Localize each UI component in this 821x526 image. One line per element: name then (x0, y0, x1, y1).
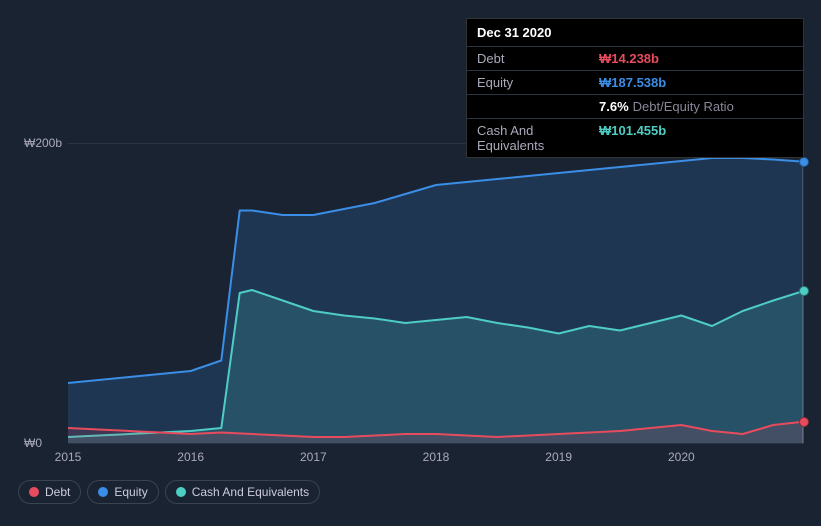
chart-legend: Debt Equity Cash And Equivalents (18, 480, 320, 504)
tooltip-value: 7.6% (599, 99, 629, 114)
x-axis-tick-label: 2020 (668, 450, 695, 464)
series-marker (799, 417, 809, 427)
x-axis-tick-label: 2017 (300, 450, 327, 464)
x-axis-tick-label: 2016 (177, 450, 204, 464)
gridline (68, 443, 804, 444)
tooltip-value: ₩101.455b (599, 123, 666, 153)
tooltip-suffix: Debt/Equity Ratio (633, 99, 734, 114)
tooltip-label (477, 99, 599, 114)
legend-swatch (176, 487, 186, 497)
legend-label: Debt (45, 485, 70, 499)
legend-label: Cash And Equivalents (192, 485, 309, 499)
x-axis-tick-label: 2019 (545, 450, 572, 464)
legend-item[interactable]: Equity (87, 480, 158, 504)
plot-area[interactable] (68, 143, 804, 443)
tooltip-value: ₩187.538b (599, 75, 666, 90)
chart-tooltip: Dec 31 2020 Debt₩14.238bEquity₩187.538b7… (466, 18, 804, 158)
series-marker (799, 157, 809, 167)
legend-label: Equity (114, 485, 147, 499)
tooltip-row: Cash And Equivalents₩101.455b (467, 118, 803, 157)
legend-swatch (98, 487, 108, 497)
x-axis-tick-label: 2018 (423, 450, 450, 464)
tooltip-value: ₩14.238b (599, 51, 659, 66)
tooltip-label: Equity (477, 75, 599, 90)
y-axis-tick-label: ₩0 (24, 436, 42, 450)
financial-chart: Dec 31 2020 Debt₩14.238bEquity₩187.538b7… (18, 18, 804, 508)
x-axis: 201520162017201820192020 (68, 450, 804, 470)
tooltip-label: Cash And Equivalents (477, 123, 599, 153)
legend-item[interactable]: Cash And Equivalents (165, 480, 320, 504)
tooltip-row: Equity₩187.538b (467, 70, 803, 94)
tooltip-row: 7.6% Debt/Equity Ratio (467, 94, 803, 118)
y-axis-tick-label: ₩200b (24, 136, 62, 150)
tooltip-date: Dec 31 2020 (467, 19, 803, 46)
series-marker (799, 286, 809, 296)
legend-swatch (29, 487, 39, 497)
tooltip-label: Debt (477, 51, 599, 66)
x-axis-tick-label: 2015 (55, 450, 82, 464)
legend-item[interactable]: Debt (18, 480, 81, 504)
tooltip-row: Debt₩14.238b (467, 46, 803, 70)
